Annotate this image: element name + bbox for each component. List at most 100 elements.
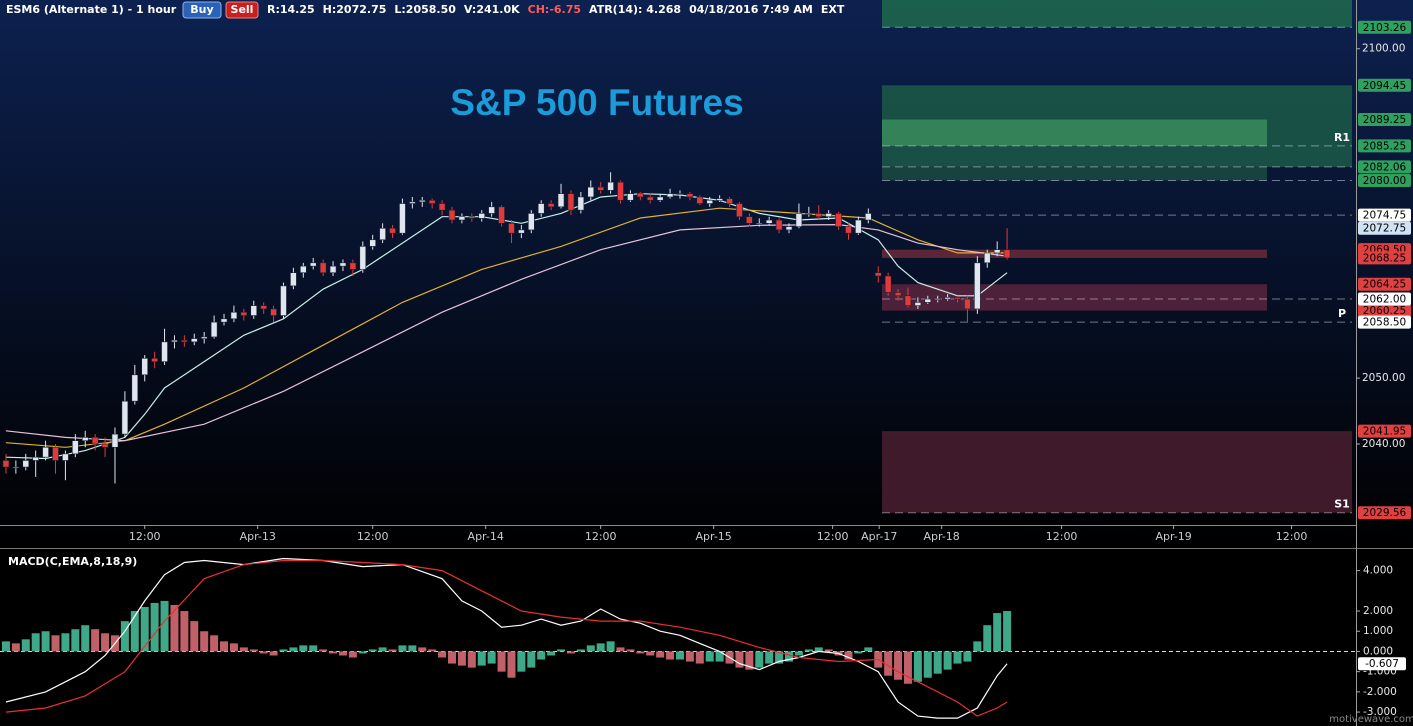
candle-body bbox=[240, 311, 248, 316]
y-tick-label: 2050.00 bbox=[1362, 372, 1405, 384]
candle-body bbox=[280, 285, 287, 316]
y-tick-label: -3.000 bbox=[1363, 706, 1397, 718]
candle-body bbox=[91, 437, 99, 445]
candle-body bbox=[101, 443, 109, 448]
histogram-bar bbox=[220, 641, 229, 652]
candle-body bbox=[190, 338, 198, 343]
candle-body bbox=[587, 186, 595, 198]
histogram-bar bbox=[358, 651, 367, 654]
candle-body bbox=[765, 219, 773, 224]
candle-body bbox=[270, 308, 277, 316]
zone bbox=[882, 119, 1267, 146]
moving-average bbox=[5, 223, 1008, 442]
histogram-bar bbox=[785, 651, 794, 662]
candle-body bbox=[825, 213, 832, 218]
level-tag bbox=[1358, 173, 1411, 187]
candle-body bbox=[379, 227, 386, 241]
histogram-bar bbox=[903, 651, 912, 684]
level-tag bbox=[1358, 424, 1411, 438]
histogram-bar bbox=[497, 651, 506, 672]
candle-body bbox=[478, 213, 486, 219]
level-tag-label: 2072.75 bbox=[1363, 223, 1406, 235]
candle-body bbox=[974, 262, 981, 310]
candle-body bbox=[874, 272, 882, 277]
level-tag-label: 2068.25 bbox=[1363, 252, 1406, 264]
histogram-bar bbox=[854, 651, 863, 654]
histogram-bar bbox=[656, 651, 665, 658]
x-tick-label: Apr-15 bbox=[696, 530, 732, 543]
y-tick-label: -2.000 bbox=[1363, 686, 1397, 698]
value-tag-label: -0.607 bbox=[1365, 658, 1399, 670]
candle-body bbox=[369, 239, 376, 247]
candle-body bbox=[52, 446, 59, 461]
info-item: L:2058.50 bbox=[394, 3, 456, 16]
histogram-bar bbox=[408, 645, 417, 652]
candle-body bbox=[637, 193, 644, 198]
histogram-bar bbox=[71, 629, 80, 652]
histogram-bar bbox=[824, 649, 833, 652]
level-tag-label: 2058.50 bbox=[1363, 317, 1406, 329]
sell-button[interactable] bbox=[225, 1, 259, 19]
y-tick-label: 2.000 bbox=[1363, 605, 1393, 617]
candle-body bbox=[428, 199, 436, 204]
level-tag bbox=[1358, 78, 1411, 92]
histogram-bar bbox=[457, 651, 466, 666]
info-item: 04/18/2016 7:49 AM bbox=[689, 3, 813, 16]
candle-body bbox=[914, 302, 922, 306]
histogram-bar bbox=[329, 651, 338, 654]
histogram-bar bbox=[953, 651, 962, 664]
level-tag bbox=[1358, 251, 1411, 265]
histogram-bar bbox=[239, 647, 248, 652]
histogram-bar bbox=[120, 621, 129, 652]
histogram-bar bbox=[685, 651, 694, 662]
histogram-bar bbox=[130, 611, 139, 652]
level-note: P bbox=[1338, 307, 1346, 320]
buy-button[interactable] bbox=[182, 1, 222, 19]
level-tag bbox=[1358, 208, 1411, 222]
histogram-bar bbox=[566, 651, 575, 654]
candle-body bbox=[399, 203, 406, 234]
sell-button-label[interactable]: Sell bbox=[231, 3, 254, 16]
histogram-bar bbox=[487, 651, 496, 664]
histogram-bar bbox=[517, 651, 526, 672]
histogram-bar bbox=[81, 625, 90, 652]
histogram-bar bbox=[11, 643, 20, 652]
x-tick-label: Apr-19 bbox=[1155, 530, 1191, 543]
candle-body bbox=[646, 196, 654, 201]
histogram-bar bbox=[884, 651, 893, 676]
histogram-bar bbox=[527, 651, 536, 668]
candle-body bbox=[627, 193, 634, 201]
histogram-bar bbox=[388, 649, 397, 652]
level-tag bbox=[1358, 292, 1411, 306]
histogram-bar bbox=[576, 649, 585, 652]
candle-body bbox=[230, 311, 238, 320]
candle-body bbox=[845, 226, 852, 234]
histogram-bar bbox=[31, 633, 40, 652]
histogram-bar bbox=[864, 647, 873, 652]
histogram-bar bbox=[51, 635, 60, 652]
candle-body bbox=[607, 181, 614, 191]
candle-body bbox=[389, 227, 396, 234]
histogram-bar bbox=[200, 631, 209, 652]
histogram-bar bbox=[61, 633, 70, 652]
candle-body bbox=[141, 358, 149, 376]
x-tick-label: Apr-13 bbox=[240, 530, 276, 543]
candle-body bbox=[339, 262, 347, 267]
candle-body bbox=[547, 203, 555, 208]
candle-body bbox=[527, 213, 535, 231]
level-tag bbox=[1358, 139, 1411, 153]
level-tag-label: 2064.25 bbox=[1363, 279, 1406, 291]
level-tag bbox=[1358, 315, 1411, 329]
info-bar: R:14.25 H:2072.75 L:2058.50 V:241.0K CH:-6.7… bbox=[267, 3, 845, 16]
histogram-bar bbox=[279, 649, 288, 652]
histogram-bar bbox=[894, 651, 903, 680]
buy-button-label[interactable]: Buy bbox=[190, 3, 213, 16]
level-tag bbox=[1358, 506, 1411, 520]
histogram-bar bbox=[507, 651, 516, 678]
y-tick-label: 4.000 bbox=[1363, 565, 1393, 577]
candle-body bbox=[260, 305, 267, 310]
histogram-bar bbox=[477, 651, 486, 666]
x-tick-label: Apr-18 bbox=[924, 530, 960, 543]
histogram-bar bbox=[41, 631, 50, 652]
histogram-bar bbox=[289, 647, 298, 652]
